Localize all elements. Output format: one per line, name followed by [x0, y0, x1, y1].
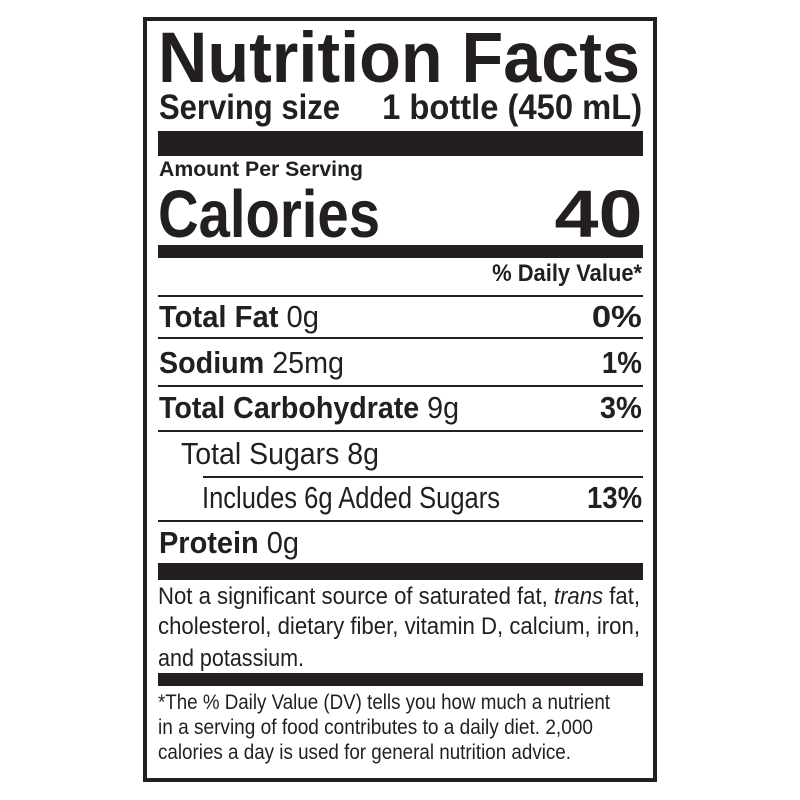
thick-divider	[158, 563, 643, 580]
note-line-3: and potassium.	[158, 645, 304, 672]
nutrient-dv: 3%	[600, 390, 642, 425]
note-text: Not a significant source of saturated fa…	[158, 583, 554, 610]
note-text: fat,	[603, 583, 640, 610]
footnote-line-1: *The % Daily Value (DV) tells you how mu…	[158, 691, 610, 714]
nutrient-row-total-fat: Total Fat 0g	[159, 301, 319, 332]
nutrient-amount: 0g	[266, 525, 299, 560]
nutrient-amount: 9g	[427, 390, 459, 425]
label-title: Nutrition Facts	[158, 19, 640, 98]
nutrient-name: Total Carbohydrate	[159, 390, 420, 425]
nutrient-name: Total Fat	[159, 299, 279, 334]
serving-size-value: 1 bottle (450 mL)	[382, 88, 642, 127]
thick-divider	[158, 131, 643, 156]
nutrient-amount: 0g	[286, 299, 319, 334]
footnote-line-2: in a serving of food contributes to a da…	[158, 716, 593, 739]
nutrient-row-sodium: Sodium 25mg	[159, 347, 344, 378]
amount-per-serving: Amount Per Serving	[159, 158, 363, 181]
note-line-1: Not a significant source of saturated fa…	[158, 585, 640, 609]
nutrient-row-total-carbohydrate: Total Carbohydrate 9g	[159, 392, 459, 423]
serving-size-label: Serving size	[159, 88, 340, 127]
thin-divider	[158, 385, 643, 387]
nutrient-row-protein: Protein 0g	[159, 527, 299, 558]
calories-value: 40	[555, 177, 643, 252]
thin-divider	[158, 430, 643, 432]
nutrient-row-total-sugars: Total Sugars 8g	[181, 436, 379, 471]
thin-divider	[158, 295, 643, 297]
nutrient-dv: 0%	[592, 299, 642, 334]
nutrient-amount: 25mg	[272, 345, 344, 380]
thin-divider	[158, 337, 643, 339]
note-italic-text: trans	[553, 583, 604, 610]
medium-divider	[158, 245, 643, 258]
medium-divider	[158, 673, 643, 686]
nutrient-dv: 1%	[602, 345, 642, 380]
calories-label: Calories	[158, 177, 380, 252]
thin-divider-indented	[203, 476, 643, 478]
nutrient-row-added-sugars: Includes 6g Added Sugars	[202, 480, 500, 515]
nutrition-label-border	[143, 17, 657, 782]
nutrient-name: Protein	[159, 525, 259, 560]
nutrient-name: Sodium	[159, 345, 265, 380]
footnote-line-3: calories a day is used for general nutri…	[158, 741, 571, 764]
daily-value-header: % Daily Value*	[492, 260, 642, 287]
thin-divider	[158, 520, 643, 522]
note-line-2: cholesterol, dietary fiber, vitamin D, c…	[158, 613, 640, 640]
nutrient-dv: 13%	[587, 480, 642, 515]
